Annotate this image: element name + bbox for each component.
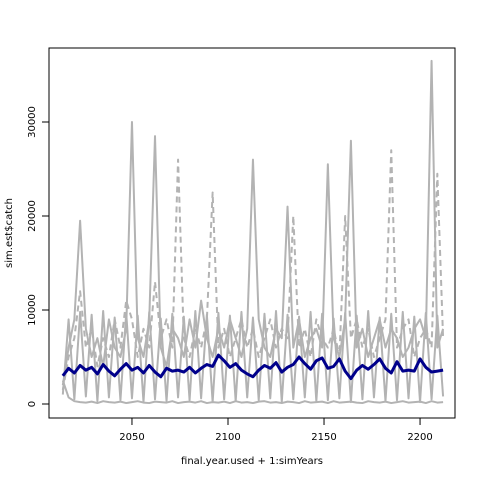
x-tick-label: 2050 (119, 432, 144, 443)
y-tick-label: 20000 (27, 200, 38, 232)
plot-box (48, 47, 456, 419)
y-axis-label: sim.est$catch (4, 198, 15, 268)
series-line (61, 309, 445, 404)
plot-area (61, 59, 445, 405)
series-line (61, 353, 444, 381)
x-tick-label: 2150 (311, 432, 336, 443)
x-tick-label: 2100 (215, 432, 240, 443)
series-line (61, 380, 444, 405)
y-tick-label: 0 (27, 401, 38, 407)
y-tick-label: 30000 (27, 106, 38, 138)
y-tick-label: 10000 (27, 294, 38, 326)
series-line (61, 149, 445, 391)
x-axis-label: final.year.used + 1:simYears (181, 456, 323, 467)
x-tick-label: 2200 (407, 432, 432, 443)
